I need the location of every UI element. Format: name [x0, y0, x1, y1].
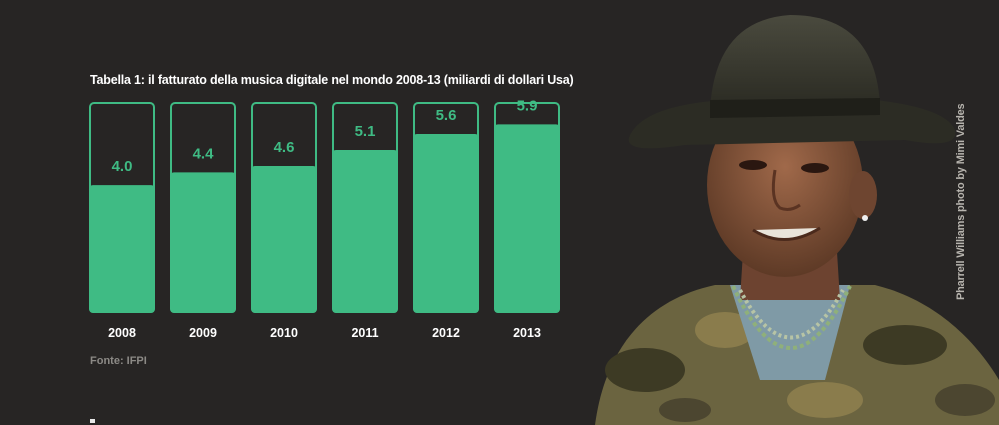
x-tick-label: 2013: [513, 326, 541, 340]
portrait-photo: [595, 15, 999, 425]
x-tick-label: 2012: [432, 326, 460, 340]
bar-value-label: 5.6: [436, 107, 457, 124]
bar: [494, 124, 560, 313]
photo-credit-text: Pharrell Williams photo by Mimi Valdes: [955, 103, 967, 300]
chart-title: Tabella 1: il fatturato della musica dig…: [90, 73, 574, 87]
page-mark: [90, 419, 95, 423]
bar: [251, 165, 317, 313]
x-tick-label: 2008: [108, 326, 136, 340]
x-tick-label: 2011: [351, 326, 378, 340]
bar-value-label: 4.6: [274, 139, 295, 156]
bar-value-label: 4.4: [193, 145, 215, 162]
bar: [89, 185, 155, 313]
bar-value-label: 4.0: [112, 158, 133, 175]
x-tick-label: 2010: [270, 326, 298, 340]
bar: [170, 172, 236, 313]
bar-value-label: 5.9: [517, 97, 538, 114]
bar: [413, 133, 479, 313]
x-tick-label: 2009: [189, 326, 217, 340]
source-note: Fonte: IFPI: [90, 355, 147, 367]
bar-value-label: 5.1: [355, 123, 376, 140]
bar: [332, 149, 398, 313]
